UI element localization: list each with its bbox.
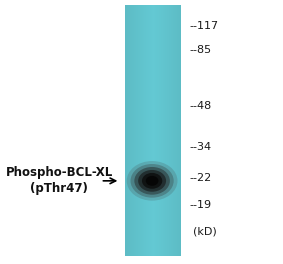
- Text: --85: --85: [190, 45, 212, 55]
- Text: --22: --22: [190, 173, 212, 183]
- Text: --48: --48: [190, 101, 212, 111]
- Ellipse shape: [142, 173, 162, 189]
- Ellipse shape: [127, 161, 177, 201]
- Ellipse shape: [134, 167, 170, 195]
- Text: --117: --117: [190, 21, 219, 31]
- Text: --19: --19: [190, 200, 212, 210]
- Text: (pThr47): (pThr47): [31, 182, 88, 195]
- Text: --34: --34: [190, 142, 212, 152]
- Ellipse shape: [146, 176, 158, 186]
- Text: (kD): (kD): [193, 226, 217, 236]
- Ellipse shape: [138, 170, 166, 192]
- Ellipse shape: [130, 164, 174, 198]
- Text: Phospho-BCL-XL: Phospho-BCL-XL: [6, 166, 113, 180]
